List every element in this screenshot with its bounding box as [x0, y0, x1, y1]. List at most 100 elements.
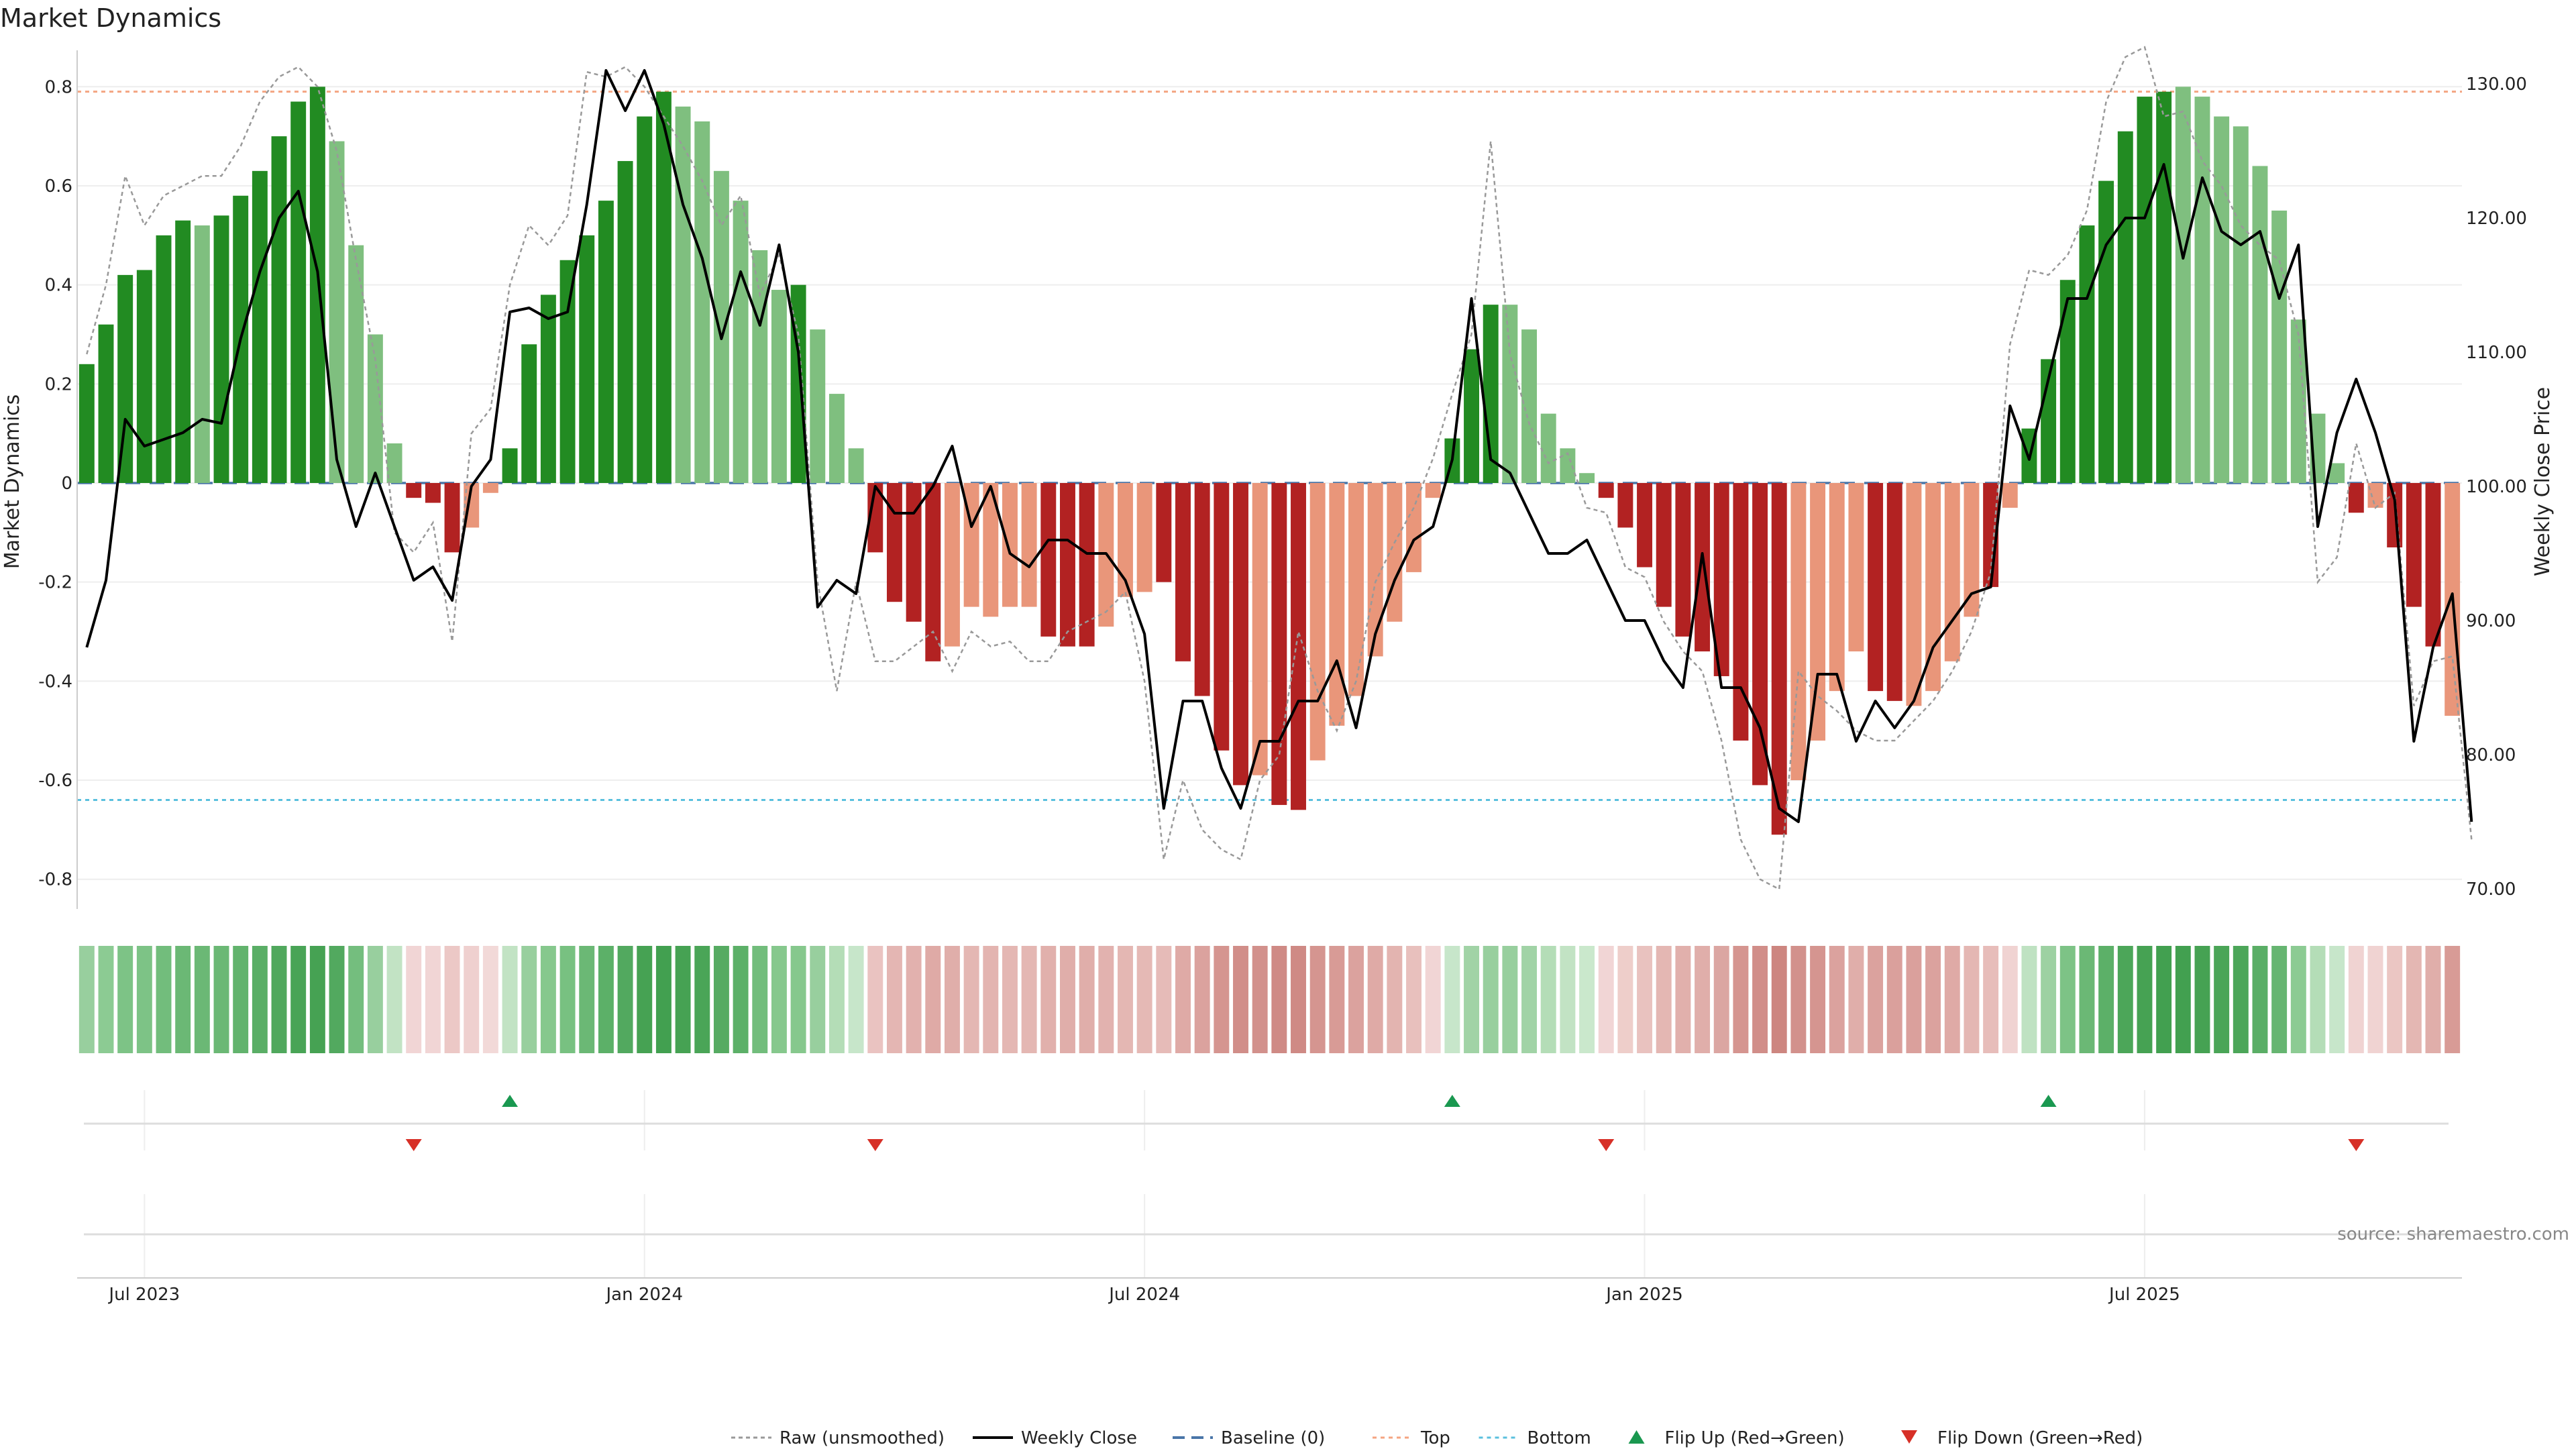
right-tick-label: 130.00	[2466, 74, 2527, 95]
strip-cell	[1387, 946, 1403, 1053]
strip-cell	[2194, 946, 2210, 1053]
strip-cell	[752, 946, 768, 1053]
strip-cell	[233, 946, 249, 1053]
strip-cell	[906, 946, 922, 1053]
strip-cell	[2387, 946, 2403, 1053]
bar	[694, 121, 710, 483]
bar	[733, 201, 749, 483]
strip-cell	[637, 946, 653, 1053]
strip-cell	[1156, 946, 1172, 1053]
strip-cell	[406, 946, 422, 1053]
bar	[502, 448, 518, 483]
bar	[1868, 483, 1884, 692]
bar	[1194, 483, 1210, 696]
strip-cell	[790, 946, 806, 1053]
legend-item: Flip Down (Green→Red)	[1901, 1428, 2143, 1448]
strip-cell	[1021, 946, 1037, 1053]
bar	[1040, 483, 1057, 637]
strip-cell	[2098, 946, 2114, 1053]
bar	[1021, 483, 1037, 607]
bar	[1810, 483, 1826, 741]
bar	[425, 483, 441, 503]
bar	[156, 235, 172, 483]
strip-cell	[444, 946, 460, 1053]
flip-down-marker	[405, 1139, 422, 1151]
left-tick-label: 0	[61, 474, 72, 494]
bar	[540, 294, 556, 483]
strip-cell	[1098, 946, 1114, 1053]
bar	[348, 245, 364, 483]
strip-cell	[2425, 946, 2441, 1053]
bars	[78, 87, 2461, 835]
strip-cell	[1617, 946, 1633, 1053]
legend-label: Top	[1420, 1428, 1450, 1448]
strip-cell	[1425, 946, 1441, 1053]
legend-label: Flip Up (Red→Green)	[1665, 1428, 1845, 1448]
strip-cell	[1829, 946, 1845, 1053]
strip-cell	[1579, 946, 1595, 1053]
right-tick-label: 80.00	[2466, 745, 2516, 765]
bar	[2156, 91, 2172, 484]
strip-cell	[2117, 946, 2133, 1053]
bar	[1079, 483, 1095, 647]
strip-cell	[464, 946, 480, 1053]
strip-cell	[2310, 946, 2326, 1053]
strip-cell	[425, 946, 441, 1053]
strip-cell	[1964, 946, 1980, 1053]
strip-cell	[1464, 946, 1479, 1053]
bar	[828, 394, 845, 483]
legend-item: Raw (unsmoothed)	[731, 1428, 945, 1448]
bar	[2214, 116, 2230, 484]
right-tick-label: 90.00	[2466, 611, 2516, 631]
strip-cell	[675, 946, 691, 1053]
left-tick-label: -0.8	[38, 870, 72, 890]
bar	[1060, 483, 1075, 647]
bar	[2137, 97, 2153, 483]
strip-cell	[1060, 946, 1075, 1053]
bar	[675, 106, 691, 483]
flip-up-marker	[1444, 1095, 1460, 1107]
legend: Raw (unsmoothed) Weekly Close Baseline (0)…	[731, 1428, 2143, 1448]
series-lines	[85, 46, 2473, 891]
bar	[2194, 97, 2210, 483]
bar	[1656, 483, 1672, 607]
strip-cell	[1136, 946, 1152, 1053]
strip-cell	[213, 946, 229, 1053]
flip-markers	[405, 1095, 2365, 1151]
strip-cell	[1175, 946, 1191, 1053]
strip-cell	[1329, 946, 1345, 1053]
strip-cell	[2059, 946, 2076, 1053]
strip-cell	[1118, 946, 1133, 1053]
strip-cell	[1810, 946, 1826, 1053]
bar	[1329, 483, 1345, 726]
bar	[1348, 483, 1364, 696]
strip-cell	[579, 946, 595, 1053]
flip-up-marker	[2040, 1095, 2057, 1107]
strip-cell	[828, 946, 845, 1053]
strip-cell	[2406, 946, 2422, 1053]
bar	[1540, 413, 1556, 483]
weekly-close-line	[85, 69, 2473, 823]
strip-cell	[1040, 946, 1057, 1053]
legend-item: Top	[1373, 1428, 1450, 1448]
right-tick-label: 70.00	[2466, 879, 2516, 900]
bar	[1502, 305, 1518, 483]
strip-cell	[867, 946, 883, 1053]
right-axis-label: Weekly Close Price	[2531, 387, 2555, 576]
strip-cell	[252, 946, 268, 1053]
bar	[1309, 483, 1326, 761]
strip-cell	[98, 946, 114, 1053]
strip-cell	[1713, 946, 1729, 1053]
strip-cell	[559, 946, 576, 1053]
bar	[1886, 483, 1902, 701]
strip-cell	[290, 946, 307, 1053]
left-axis-label: Market Dynamics	[1, 394, 24, 570]
strip-cell	[1944, 946, 1960, 1053]
strip-cell	[2233, 946, 2249, 1053]
left-tick-label: -0.6	[38, 771, 72, 791]
bar	[194, 225, 210, 483]
bar	[1771, 483, 1787, 835]
bar	[1637, 483, 1653, 568]
strip-cell	[156, 946, 172, 1053]
